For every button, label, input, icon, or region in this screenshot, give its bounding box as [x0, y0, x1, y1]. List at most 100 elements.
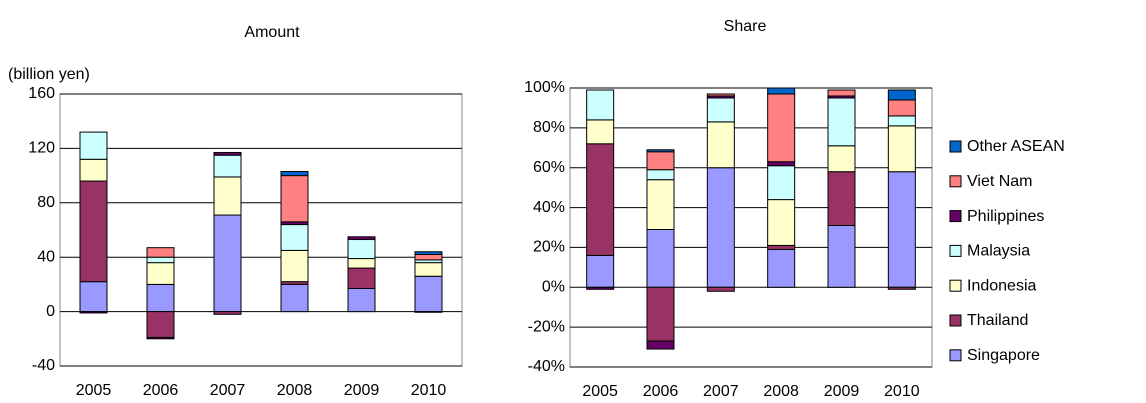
y-axis-label: (billion yen): [8, 66, 90, 83]
x-tick-label: 2008: [277, 382, 313, 399]
x-tick-label: 2006: [643, 383, 679, 400]
bar-segment: [146, 311, 175, 338]
y-tick-label: 160: [28, 85, 55, 102]
legend-swatch: [949, 314, 962, 327]
legend-label: Other ASEAN: [967, 138, 1065, 155]
y-tick-label: 0: [46, 303, 55, 320]
y-tick-label: 0%: [542, 279, 565, 296]
bar-segment: [646, 179, 675, 230]
bar-segment: [706, 121, 735, 169]
bar-segment: [706, 93, 735, 97]
x-tick-label: 2010: [884, 383, 920, 400]
bar-segment: [887, 125, 916, 173]
bar-segment: [280, 249, 309, 283]
bar-segment: [646, 149, 675, 153]
plot-area: [59, 93, 463, 367]
y-tick-label: 80: [37, 194, 55, 211]
legend-label: Malaysia: [967, 243, 1030, 260]
legend-label: Philippines: [967, 208, 1044, 225]
bar-segment: [887, 89, 916, 101]
bar-segment: [887, 99, 916, 117]
y-tick-label: 40: [37, 248, 55, 265]
bar-segment: [146, 262, 175, 285]
bar-segment: [347, 258, 376, 269]
bar-segment: [586, 254, 615, 288]
y-tick-label: -20%: [528, 318, 565, 335]
legend-swatch: [949, 210, 962, 223]
bar-segment: [767, 87, 796, 95]
bar-segment: [414, 251, 443, 255]
bar-segment: [827, 225, 856, 288]
bar-segment: [646, 286, 675, 342]
y-tick-label: 60%: [533, 159, 565, 176]
bar-segment: [414, 311, 443, 313]
bar-segment: [646, 228, 675, 288]
bar-segment: [767, 93, 796, 163]
x-tick-label: 2009: [824, 383, 860, 400]
bar-segment: [646, 169, 675, 181]
bar-segment: [887, 171, 916, 288]
bar-segment: [586, 286, 615, 290]
x-tick-label: 2005: [76, 382, 112, 399]
bar-segment: [280, 175, 309, 223]
chart-title: Share: [724, 18, 767, 35]
bar-segment: [213, 176, 242, 216]
bar-segment: [646, 151, 675, 171]
bar-segment: [827, 171, 856, 227]
bar-segment: [414, 253, 443, 261]
bar-segment: [79, 180, 108, 283]
bar-segment: [767, 199, 796, 246]
bar-segment: [767, 165, 796, 201]
bar-segment: [146, 256, 175, 264]
bar-segment: [706, 286, 735, 292]
bar-segment: [146, 247, 175, 258]
chart-title: Amount: [244, 24, 300, 41]
bar-segment: [767, 161, 796, 167]
y-tick-label: 120: [28, 140, 55, 157]
bar-segment: [706, 97, 735, 123]
bar-segment: [213, 151, 242, 156]
y-tick-label: 100%: [524, 79, 565, 96]
bar-segment: [414, 275, 443, 313]
bar-segment: [79, 158, 108, 182]
y-tick-label: -40: [32, 357, 55, 374]
bar-segment: [414, 262, 443, 277]
x-tick-label: 2008: [763, 383, 799, 400]
bar-segment: [213, 154, 242, 178]
legend-label: Indonesia: [967, 277, 1036, 294]
y-tick-label: 80%: [533, 119, 565, 136]
bar-segment: [146, 283, 175, 313]
bar-segment: [280, 171, 309, 177]
legend-swatch: [949, 175, 962, 188]
y-tick-label: 20%: [533, 239, 565, 256]
legend-label: Thailand: [967, 312, 1028, 329]
bar-segment: [586, 89, 615, 121]
bar-segment: [767, 248, 796, 288]
legend-swatch: [949, 279, 962, 292]
bar-segment: [827, 89, 856, 97]
bar-segment: [827, 145, 856, 173]
bar-segment: [280, 283, 309, 313]
bar-segment: [347, 267, 376, 289]
legend-swatch: [949, 140, 962, 153]
bar-segment: [586, 119, 615, 145]
bar-segment: [79, 131, 108, 160]
plot-area: [569, 87, 933, 368]
bar-segment: [586, 143, 615, 256]
bar-segment: [213, 214, 242, 313]
bar-segment: [887, 286, 916, 290]
bar-segment: [706, 167, 735, 288]
legend-label: Viet Nam: [967, 173, 1033, 190]
x-tick-label: 2005: [582, 383, 618, 400]
bar-segment: [213, 311, 242, 315]
bar-segment: [280, 224, 309, 251]
bar-segment: [646, 340, 675, 350]
y-tick-label: 40%: [533, 199, 565, 216]
x-tick-label: 2010: [411, 382, 447, 399]
bar-segment: [767, 244, 796, 250]
legend-swatch: [949, 349, 962, 362]
bar-segment: [146, 336, 175, 340]
x-tick-label: 2007: [210, 382, 246, 399]
bar-segment: [887, 115, 916, 127]
